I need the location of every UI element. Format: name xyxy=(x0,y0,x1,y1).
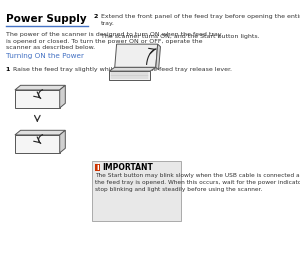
Text: The Start button may blink slowly when the USB cable is connected and
the feed t: The Start button may blink slowly when t… xyxy=(94,173,300,192)
Text: The power of the scanner is designed to turn ON when the feed tray
is opened or : The power of the scanner is designed to … xyxy=(6,32,221,50)
Text: Extend the front panel of the feed tray before opening the entire feed
tray.

Th: Extend the front panel of the feed tray … xyxy=(101,14,300,39)
Polygon shape xyxy=(60,85,65,108)
Polygon shape xyxy=(15,135,60,153)
Text: 1: 1 xyxy=(6,67,10,72)
Polygon shape xyxy=(15,130,65,135)
FancyBboxPatch shape xyxy=(94,164,100,171)
Text: 2: 2 xyxy=(93,14,98,19)
Polygon shape xyxy=(109,67,156,71)
Text: IMPORTANT: IMPORTANT xyxy=(102,163,153,172)
Polygon shape xyxy=(60,130,65,153)
Text: Power Supply: Power Supply xyxy=(6,14,86,24)
Polygon shape xyxy=(15,90,60,108)
Text: Turning ON the Power: Turning ON the Power xyxy=(6,53,84,59)
FancyBboxPatch shape xyxy=(92,161,181,221)
Text: i: i xyxy=(96,163,98,172)
Polygon shape xyxy=(115,44,158,67)
Polygon shape xyxy=(15,85,65,90)
Polygon shape xyxy=(109,71,150,80)
Text: Raise the feed tray slightly while pressing the feed tray release lever.: Raise the feed tray slightly while press… xyxy=(13,67,232,72)
Polygon shape xyxy=(156,44,161,70)
